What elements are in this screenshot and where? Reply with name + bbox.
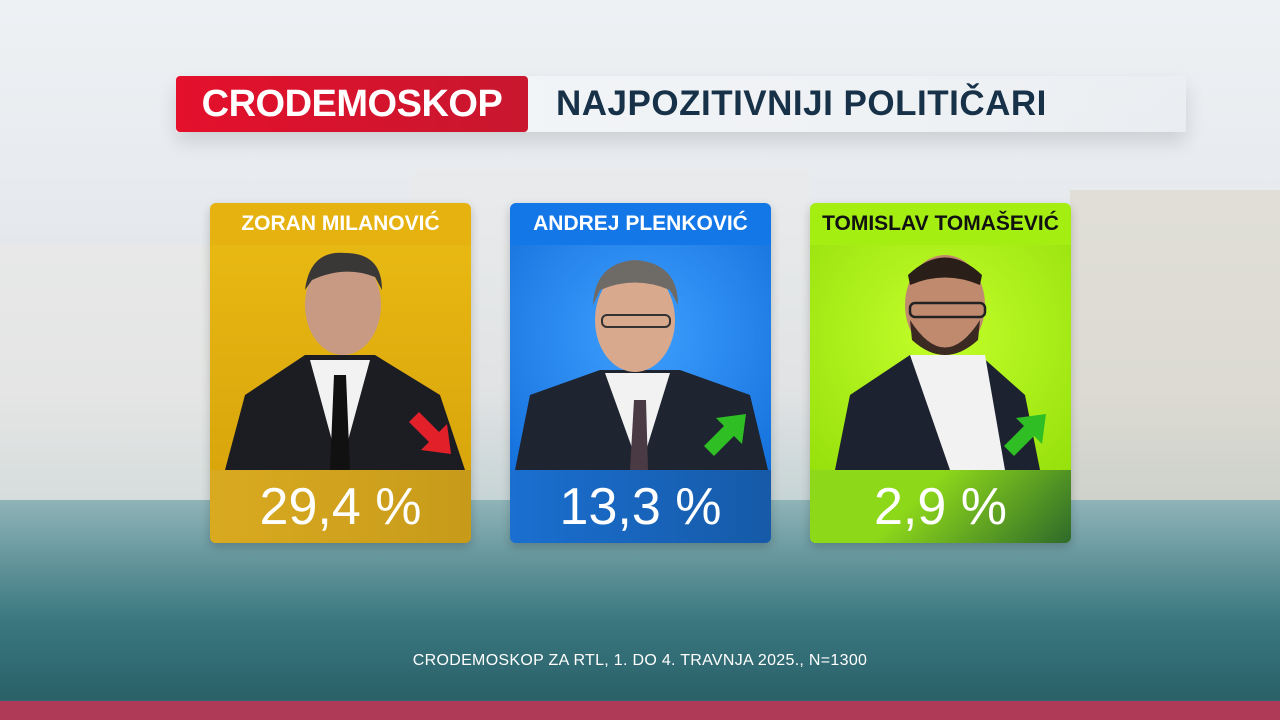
background-building-left [0, 245, 215, 510]
percentage-value: 13,3 % [510, 470, 771, 543]
arrow-down-right-icon [409, 412, 451, 454]
source-footnote: CRODEMOSKOP ZA RTL, 1. DO 4. TRAVNJA 202… [412, 652, 868, 669]
brand-logo: CRODEMOSKOP [176, 76, 528, 132]
politician-card: ANDREJ PLENKOVIĆ 13,3 % [510, 203, 771, 543]
politician-name: TOMISLAV TOMAŠEVIĆ [822, 212, 1059, 235]
politician-card: TOMISLAV TOMAŠEVIĆ 2,9 % [810, 203, 1071, 543]
arrow-up-right-icon [1004, 414, 1046, 456]
bottom-bar [0, 701, 1280, 720]
percentage-value: 29,4 % [210, 470, 471, 543]
arrow-up-right-icon [704, 414, 746, 456]
politician-photo [210, 245, 471, 470]
percentage-value: 2,9 % [810, 470, 1071, 543]
politician-name: ZORAN MILANOVIĆ [241, 212, 440, 235]
background-building-right [1070, 190, 1280, 500]
politician-card: ZORAN MILANOVIĆ 29,4 % [210, 203, 471, 543]
page-title: NAJPOZITIVNIJI POLITIČARI [556, 84, 1047, 123]
politician-name: ANDREJ PLENKOVIĆ [533, 212, 748, 235]
